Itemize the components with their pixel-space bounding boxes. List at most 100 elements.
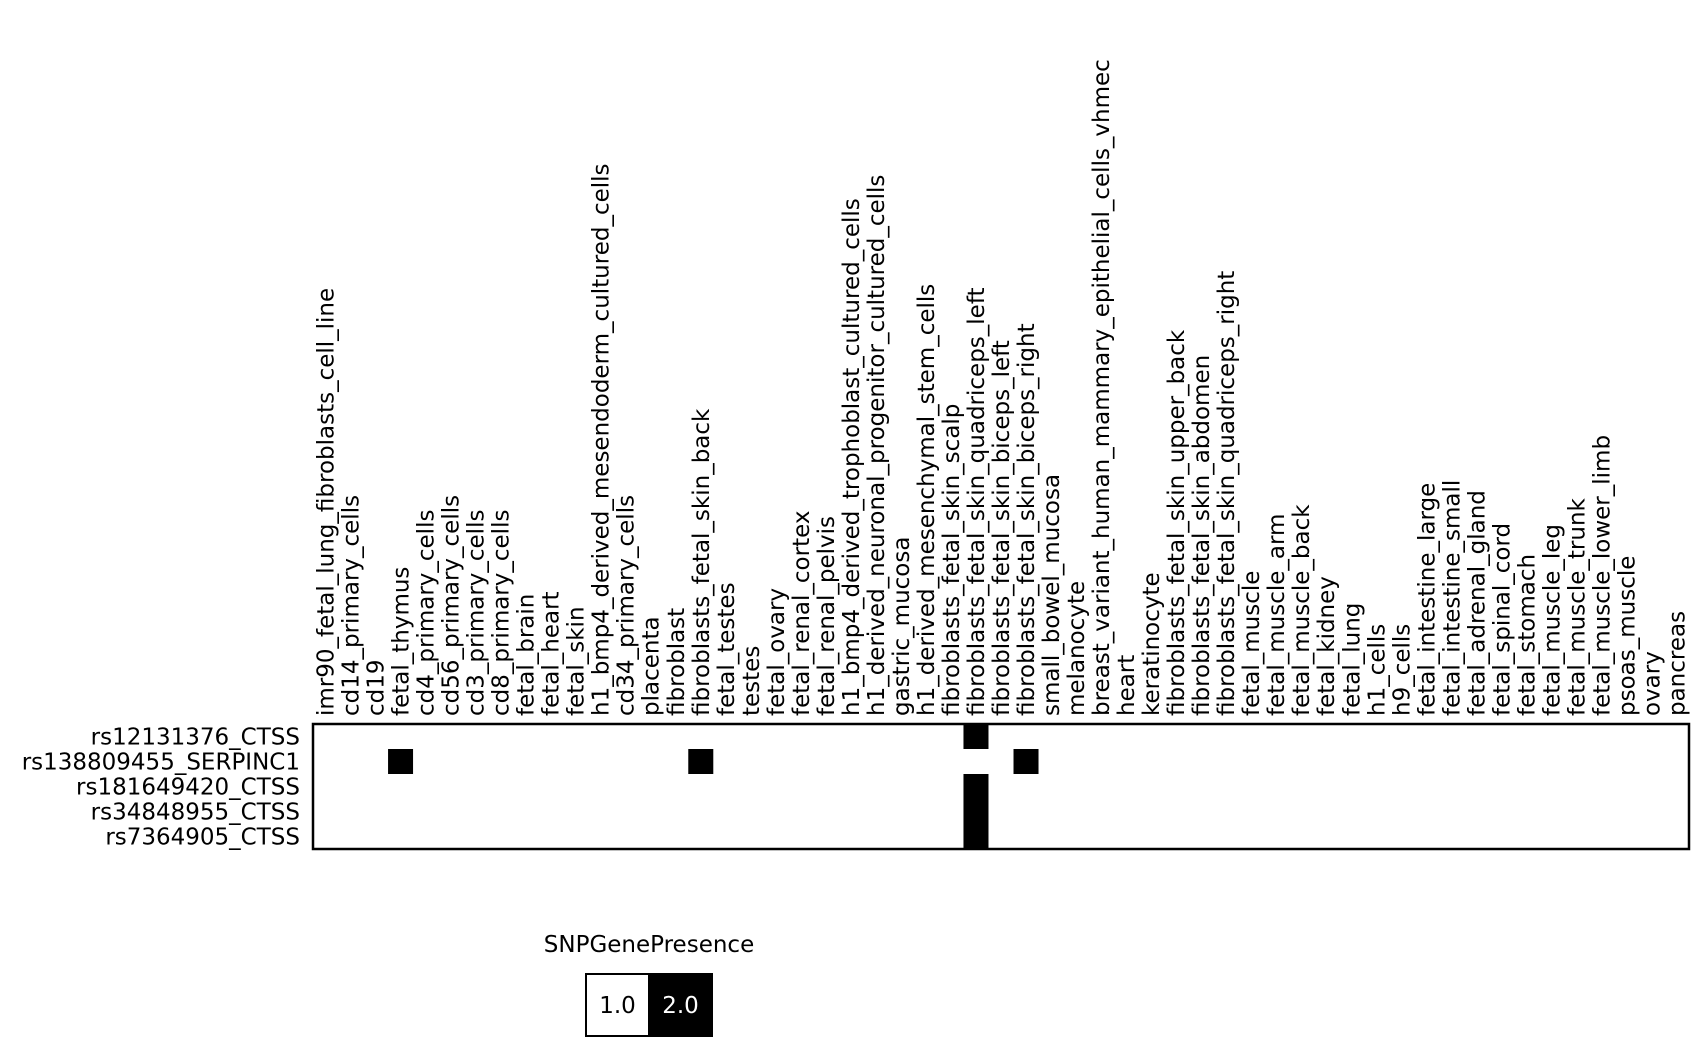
legend-items: 1.0 2.0 xyxy=(585,973,713,1037)
heatmap-cell xyxy=(1213,824,1239,850)
heatmap-cell xyxy=(388,824,414,850)
heatmap-cell xyxy=(513,774,539,800)
heatmap-cell xyxy=(688,774,714,800)
heatmap-cell xyxy=(438,799,464,825)
column-label: keratinocyte xyxy=(1139,572,1165,716)
heatmap-cell xyxy=(1538,799,1565,825)
heatmap-cell xyxy=(863,724,889,750)
heatmap-cell xyxy=(1288,774,1315,800)
heatmap-cell xyxy=(613,774,639,800)
heatmap-cell xyxy=(863,799,889,825)
heatmap-cell xyxy=(1088,749,1114,775)
heatmap-cells xyxy=(313,724,1690,850)
heatmap-cell xyxy=(1338,799,1365,825)
heatmap-cell xyxy=(538,749,564,775)
heatmap-cell xyxy=(1163,799,1189,825)
heatmap-cell xyxy=(1388,774,1415,800)
heatmap-cell xyxy=(738,824,764,850)
heatmap-cell xyxy=(1663,749,1690,775)
heatmap-cell xyxy=(1138,749,1164,775)
heatmap-cell xyxy=(1413,824,1440,850)
heatmap-cell xyxy=(1238,774,1264,800)
heatmap-cell xyxy=(788,749,814,775)
heatmap-cell xyxy=(763,749,789,775)
heatmap-cell xyxy=(513,749,539,775)
heatmap-cell xyxy=(863,749,889,775)
heatmap-cell xyxy=(738,774,764,800)
heatmap-cell xyxy=(688,799,714,825)
heatmap-cell xyxy=(913,724,939,750)
heatmap-cell xyxy=(1663,774,1690,800)
heatmap-cell xyxy=(1413,749,1440,775)
column-label: fetal_ovary xyxy=(764,588,790,716)
heatmap-cell xyxy=(1038,749,1064,775)
heatmap-cell xyxy=(463,799,489,825)
heatmap-cell xyxy=(538,774,564,800)
heatmap-cell xyxy=(1313,799,1340,825)
column-label: cd34_primary_cells xyxy=(614,495,640,716)
heatmap-cell xyxy=(1438,799,1465,825)
heatmap-cell xyxy=(688,724,714,750)
heatmap-cell xyxy=(813,749,839,775)
column-label: imr90_fetal_lung_fibroblasts_cell_line xyxy=(314,288,340,716)
heatmap-cell xyxy=(788,774,814,800)
heatmap-cell xyxy=(1338,749,1365,775)
column-label: fetal_brain xyxy=(514,594,540,716)
heatmap-cell-present xyxy=(963,824,989,850)
heatmap-cell xyxy=(313,724,339,750)
row-label: rs181649420_CTSS xyxy=(76,775,300,801)
column-label: cd3_primary_cells xyxy=(464,510,490,716)
heatmap-cell xyxy=(413,799,439,825)
heatmap-cell xyxy=(613,824,639,850)
heatmap-cell xyxy=(338,774,364,800)
heatmap-cell xyxy=(588,724,614,750)
column-label: fetal_thymus xyxy=(389,567,415,716)
heatmap-cell xyxy=(1463,824,1490,850)
heatmap-cell xyxy=(1163,774,1189,800)
heatmap-cell xyxy=(438,824,464,850)
heatmap-cell xyxy=(788,724,814,750)
heatmap-cell xyxy=(1213,724,1239,750)
heatmap-cell xyxy=(838,724,864,750)
column-label: h1_derived_neuronal_progenitor_cultured_… xyxy=(864,175,890,716)
heatmap-cell xyxy=(1388,824,1415,850)
heatmap-cell xyxy=(1538,824,1565,850)
heatmap-cell xyxy=(788,824,814,850)
heatmap-cell xyxy=(363,799,389,825)
heatmap-cell xyxy=(588,774,614,800)
heatmap-cell xyxy=(1013,824,1039,850)
heatmap-cell xyxy=(563,724,589,750)
heatmap-cell xyxy=(713,824,739,850)
heatmap-cell xyxy=(813,774,839,800)
column-label: fetal_adrenal_gland xyxy=(1464,490,1490,716)
heatmap-cell xyxy=(713,749,739,775)
heatmap-cell xyxy=(1113,824,1139,850)
legend: SNPGenePresence 1.0 2.0 xyxy=(544,932,754,1037)
heatmap-cell xyxy=(1113,799,1139,825)
column-label: fetal_stomach xyxy=(1514,554,1540,716)
heatmap-cell xyxy=(1313,774,1340,800)
heatmap-cell xyxy=(1188,774,1214,800)
heatmap-cell xyxy=(1438,724,1465,750)
heatmap-cell xyxy=(1238,724,1264,750)
heatmap-cell xyxy=(1413,774,1440,800)
column-label: placenta xyxy=(639,616,665,716)
legend-swatch xyxy=(648,973,713,1037)
heatmap-cell xyxy=(438,749,464,775)
column-label: cd56_primary_cells xyxy=(439,495,465,716)
heatmap-cell xyxy=(888,774,914,800)
heatmap-cell xyxy=(1038,824,1064,850)
column-label: pancreas xyxy=(1664,611,1690,716)
heatmap-cell xyxy=(363,724,389,750)
heatmap-cell xyxy=(1263,774,1290,800)
heatmap-cell xyxy=(1138,724,1164,750)
column-label: fetal_spinal_cord xyxy=(1489,523,1515,716)
heatmap-cell xyxy=(638,824,664,850)
heatmap-cell xyxy=(738,749,764,775)
heatmap-cell xyxy=(988,774,1014,800)
heatmap-cell xyxy=(1163,749,1189,775)
legend-title: SNPGenePresence xyxy=(544,932,754,958)
heatmap-cell xyxy=(1138,774,1164,800)
heatmap-cell xyxy=(738,799,764,825)
heatmap-cell xyxy=(1188,799,1214,825)
